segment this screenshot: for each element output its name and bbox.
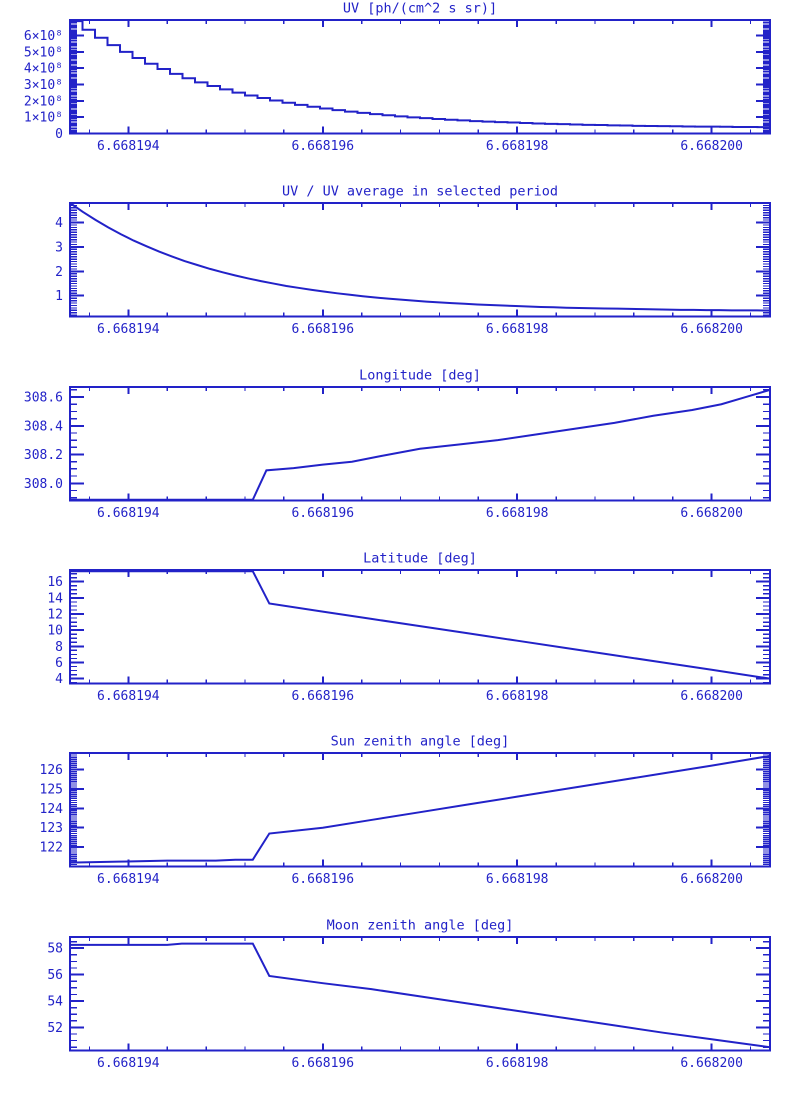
chart-longitude: 6.668194 6.668196 6.668198 6.668200 308.0 308…	[0, 367, 800, 550]
y-tick-label: 308.4	[24, 419, 63, 434]
chart-latitude: 6.668194 6.668196 6.668198 6.668200 4 6 8 10 12 1…	[0, 550, 800, 733]
plot-svg: 6.668194 6.668196 6.668198 6.668200 52 54 56 58…	[47, 917, 771, 1071]
x-tick-label: 6.668198	[486, 322, 549, 337]
y-tick-label: 10	[47, 624, 63, 639]
y-tick-label: 52	[47, 1021, 63, 1036]
chart-uv: 6.668194 6.668196 6.668198 6.668200 0 1×10⁸ 2×…	[0, 0, 800, 183]
plot-frame	[69, 935, 771, 1052]
x-tick-label: 6.668200	[680, 1056, 743, 1071]
data-series	[70, 570, 771, 680]
chart-title: Sun zenith angle [deg]	[331, 734, 510, 750]
y-tick-label: 2×10⁸	[24, 94, 63, 109]
y-tick-label: 123	[40, 822, 63, 837]
x-tick-label: 6.668194	[97, 139, 160, 154]
y-tick-label: 8	[55, 640, 63, 655]
x-tick-label: 6.668200	[680, 506, 743, 521]
chart-title: Moon zenith angle [deg]	[327, 917, 514, 933]
y-tick-label: 4	[55, 672, 63, 687]
x-tick-label: 6.668194	[97, 689, 160, 704]
y-tick-label: 125	[40, 783, 63, 798]
x-tick-label: 6.668200	[680, 139, 743, 154]
y-tick-label: 308.2	[24, 448, 63, 463]
y-tick-label: 58	[47, 941, 63, 956]
chart-title: UV [ph/(cm^2 s sr)]	[343, 0, 497, 16]
x-tick-label: 6.668200	[680, 689, 743, 704]
plot-svg: 6.668194 6.668196 6.668198 6.668200 01×10⁸ 2×…	[24, 0, 771, 154]
y-tick-label: 14	[47, 591, 63, 606]
y-tick-label: 54	[47, 994, 63, 1009]
data-series	[70, 388, 771, 501]
plot-svg: 6.668194 6.668196 6.668198 6.668200 1 2 3 4 UV /…	[55, 184, 771, 337]
chart-title: UV / UV average in selected period	[282, 184, 558, 200]
chart-moon-zenith-angle: 6.668194 6.668196 6.668198 6.668200 52 54 56 58…	[0, 917, 800, 1100]
x-tick-label: 6.668198	[486, 506, 549, 521]
y-tick-label: 308.0	[24, 476, 63, 491]
plot-frame	[69, 202, 771, 318]
y-tick-label: 2	[55, 265, 63, 280]
data-series	[70, 20, 770, 129]
x-tick-label: 6.668200	[680, 872, 743, 887]
y-tick-label: 124	[40, 802, 64, 817]
x-tick-label: 6.668194	[97, 1056, 160, 1071]
y-tick-label: 122	[40, 841, 63, 856]
plot-frame	[69, 385, 771, 502]
y-tick-label: 3×10⁸	[24, 78, 63, 93]
y-tick-label: 4×10⁸	[24, 62, 63, 77]
x-tick-label: 6.668196	[292, 139, 355, 154]
x-tick-label: 6.668198	[486, 872, 549, 887]
chart-uv-ratio: 6.668194 6.668196 6.668198 6.668200 1 2 3 4 UV /…	[0, 183, 800, 366]
y-tick-label: 308.6	[24, 390, 63, 405]
y-tick-label: 56	[47, 968, 63, 983]
data-series	[69, 755, 771, 864]
x-tick-label: 6.668196	[292, 506, 355, 521]
data-series	[70, 942, 771, 1048]
y-tick-label: 126	[40, 763, 63, 778]
x-tick-label: 6.668194	[97, 506, 160, 521]
x-tick-label: 6.668198	[486, 139, 549, 154]
x-tick-label: 6.668196	[292, 322, 355, 337]
y-tick-label: 6	[55, 656, 63, 671]
x-tick-label: 6.668194	[97, 322, 160, 337]
plot-frame	[69, 752, 771, 868]
plot-svg: 6.668194 6.668196 6.668198 6.668200 308.0 308…	[24, 367, 771, 521]
x-tick-label: 6.668198	[486, 689, 549, 704]
y-tick-label: 6×10⁸	[24, 29, 63, 44]
y-tick-label: 5×10⁸	[24, 45, 63, 60]
y-tick-label: 12	[47, 608, 63, 623]
x-tick-label: 6.668194	[97, 872, 160, 887]
chart-title: Longitude [deg]	[359, 367, 481, 383]
y-tick-label: 1×10⁸	[24, 111, 63, 126]
x-tick-label: 6.668200	[680, 322, 743, 337]
x-tick-label: 6.668196	[292, 1056, 355, 1071]
plot-svg: 6.668194 6.668196 6.668198 6.668200 122 123 12…	[40, 734, 771, 887]
data-series	[69, 202, 771, 312]
x-tick-label: 6.668196	[292, 872, 355, 887]
y-tick-label: 0	[55, 127, 63, 142]
y-tick-label: 4	[55, 216, 63, 231]
y-tick-label: 16	[47, 575, 63, 590]
y-tick-label: 3	[55, 241, 63, 256]
chart-title: Latitude [deg]	[363, 550, 477, 566]
chart-sun-zenith-angle: 6.668194 6.668196 6.668198 6.668200 122 123 12…	[0, 733, 800, 916]
y-tick-label: 1	[55, 290, 63, 305]
x-tick-label: 6.668198	[486, 1056, 549, 1071]
x-tick-label: 6.668196	[292, 689, 355, 704]
